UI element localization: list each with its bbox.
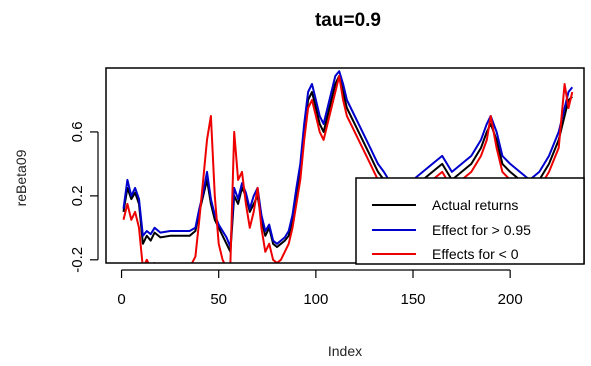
x-axis-label: Index xyxy=(328,343,362,359)
legend-label-effects-below: Effects for < 0 xyxy=(432,246,519,262)
plot-frame xyxy=(105,67,585,264)
legend-label-actual-returns: Actual returns xyxy=(432,197,518,213)
chart-title: tau=0.9 xyxy=(315,10,381,31)
x-tick-label: 200 xyxy=(498,291,523,308)
series-line-2 xyxy=(122,75,574,263)
series-line-1 xyxy=(122,70,574,248)
legend-box xyxy=(355,177,585,265)
y-tick-label: 0.6 xyxy=(69,121,86,142)
x-tick-label: 0 xyxy=(117,291,125,308)
y-axis: -0.2 0.2 0.6 xyxy=(69,121,99,273)
x-tick-label: 100 xyxy=(303,291,328,308)
x-tick-label: 150 xyxy=(400,291,425,308)
series-layer xyxy=(122,70,574,263)
y-axis-label: reBeta09 xyxy=(13,149,29,206)
legend-label-effect-above: Effect for > 0.95 xyxy=(432,222,531,238)
y-tick-label: 0.2 xyxy=(69,185,86,206)
x-tick-label: 50 xyxy=(210,291,227,308)
legend: Actual returns Effect for > 0.95 Effects… xyxy=(355,177,585,265)
y-tick-label: -0.2 xyxy=(69,247,86,273)
x-axis: 0 50 100 150 200 xyxy=(117,269,523,308)
